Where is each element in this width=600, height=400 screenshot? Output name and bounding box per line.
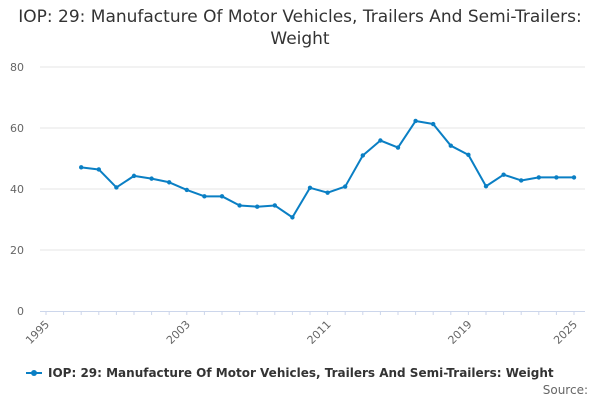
data-point [378, 138, 383, 143]
y-tick-label: 0 [17, 305, 24, 318]
data-point [307, 185, 313, 190]
data-point [167, 180, 172, 185]
data-point [131, 173, 137, 179]
data-point [219, 194, 225, 199]
data-point [554, 175, 559, 180]
y-tick-label: 20 [10, 244, 24, 257]
legend-swatch [26, 370, 42, 376]
x-tick-label: 2019 [446, 318, 475, 347]
data-point [431, 121, 436, 127]
data-point [325, 190, 330, 195]
data-point [571, 175, 577, 180]
data-point [255, 204, 260, 209]
x-tick-label: 2025 [551, 318, 580, 347]
legend-label: IOP: 29: Manufacture Of Motor Vehicles, … [48, 366, 554, 380]
data-point [466, 152, 471, 158]
data-point [202, 194, 207, 199]
data-point [360, 153, 365, 158]
series-line [81, 119, 574, 219]
data-point [448, 143, 453, 148]
source-label: Source: [542, 383, 588, 397]
chart-title: IOP: 29: Manufacture Of Motor Vehicles, … [18, 7, 582, 49]
data-point [79, 165, 84, 170]
data-point [483, 184, 489, 189]
data-point [519, 178, 524, 183]
data-point [536, 175, 541, 180]
data-point [272, 203, 277, 208]
data-point [149, 176, 154, 181]
x-tick-label: 2011 [305, 318, 334, 347]
y-tick-label: 60 [10, 122, 24, 135]
y-tick-label: 40 [10, 183, 24, 196]
data-point [413, 118, 418, 124]
data-point [395, 145, 401, 150]
data-point [290, 215, 295, 220]
data-point [184, 187, 189, 193]
data-point [501, 172, 506, 177]
data-point [237, 203, 242, 208]
x-tick-label: 1995 [23, 318, 52, 347]
data-point [114, 185, 119, 190]
legend[interactable]: IOP: 29: Manufacture Of Motor Vehicles, … [26, 366, 554, 380]
x-tick-label: 2003 [164, 318, 193, 347]
y-tick-label: 80 [10, 61, 24, 74]
data-point [343, 184, 348, 189]
data-point [96, 167, 102, 172]
